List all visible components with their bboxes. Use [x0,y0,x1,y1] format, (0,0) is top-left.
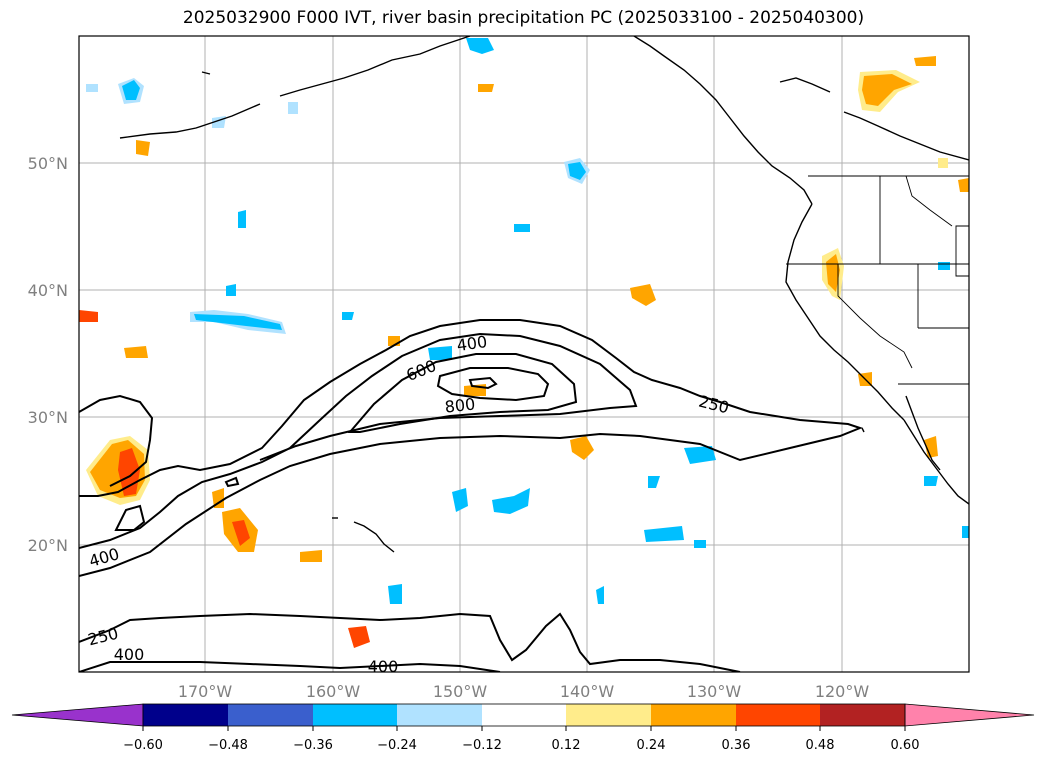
colorbar-extend-high [904,703,1035,727]
colorbar-tick-7: 0.24 [637,738,666,753]
colorbar-frame [142,703,906,727]
lon-label-120w: 120°W [815,682,870,701]
colorbar-bin-3 [313,704,397,726]
latitude-labels: 50°N 40°N 30°N 20°N [28,154,68,555]
state-borders [786,175,969,385]
ivt-contour-400-inner [79,332,638,549]
gridlines [79,36,969,672]
contour-label-400-southwest: 400 [114,645,145,664]
colorbar-bin-9 [820,704,905,726]
colorbar-bin-1 [143,704,228,726]
map-plot-area [79,36,969,672]
ivt-contour-400-outer [79,319,863,577]
lat-label-40n: 40°N [28,281,68,300]
colorbar-extend-low [11,703,144,727]
colorbar-bin-8 [736,704,820,726]
lon-label-150w: 150°W [433,682,488,701]
ivt-contour-800 [436,367,550,402]
colorbar-bin-6 [566,704,651,726]
colorbar-bin-2 [228,704,313,726]
colorbar-tick-6: 0.12 [552,738,581,753]
ivt-contour-small-ring [114,504,146,531]
lat-label-20n: 20°N [28,536,68,555]
ivt-contours [79,319,863,672]
colorbar-tick-5: −0.12 [462,738,502,753]
colorbar-tick-2: −0.48 [208,738,248,753]
colorbar-tick-9: 0.48 [806,738,835,753]
colorbar-tick-1: −0.60 [123,738,163,753]
map-frame [78,35,970,673]
precip-negative-anomalies [86,38,969,604]
islands [201,71,865,553]
colorbar: −0.60 −0.48 −0.36 −0.24 −0.12 0.12 0.24 … [11,703,1035,753]
contour-label-400-south: 400 [368,657,399,676]
colorbar-tick-8: 0.36 [722,738,751,753]
precip-positive-anomalies [79,56,969,648]
ivt-contour-south-250 [79,612,741,672]
ivt-contour-800-core [468,376,498,390]
colorbar-bin-7 [651,704,736,726]
colorbar-bin-4 [397,704,482,726]
colorbar-tick-4: −0.24 [377,738,417,753]
longitude-labels: 170°W 160°W 150°W 140°W 130°W 120°W [178,682,870,701]
lat-label-50n: 50°N [28,154,68,173]
contour-label-800: 800 [444,394,476,416]
colorbar-tick-3: −0.36 [293,738,333,753]
colorbar-bin-5 [482,704,566,726]
colorbar-tick-10: 0.60 [891,738,920,753]
lon-label-170w: 170°W [178,682,233,701]
lon-label-160w: 160°W [306,682,361,701]
lat-label-30n: 30°N [28,408,68,427]
ivt-contour-south-400 [79,661,501,672]
coastlines [119,36,969,505]
lon-label-130w: 130°W [687,682,742,701]
ivt-contour-600 [347,353,578,433]
ivt-contour-250 [79,394,154,487]
contour-label-400-north: 400 [455,332,488,355]
ivt-contour-small-ring-2 [224,476,240,488]
chart-title: 2025032900 F000 IVT, river basin precipi… [182,8,865,28]
lon-label-140w: 140°W [560,682,615,701]
